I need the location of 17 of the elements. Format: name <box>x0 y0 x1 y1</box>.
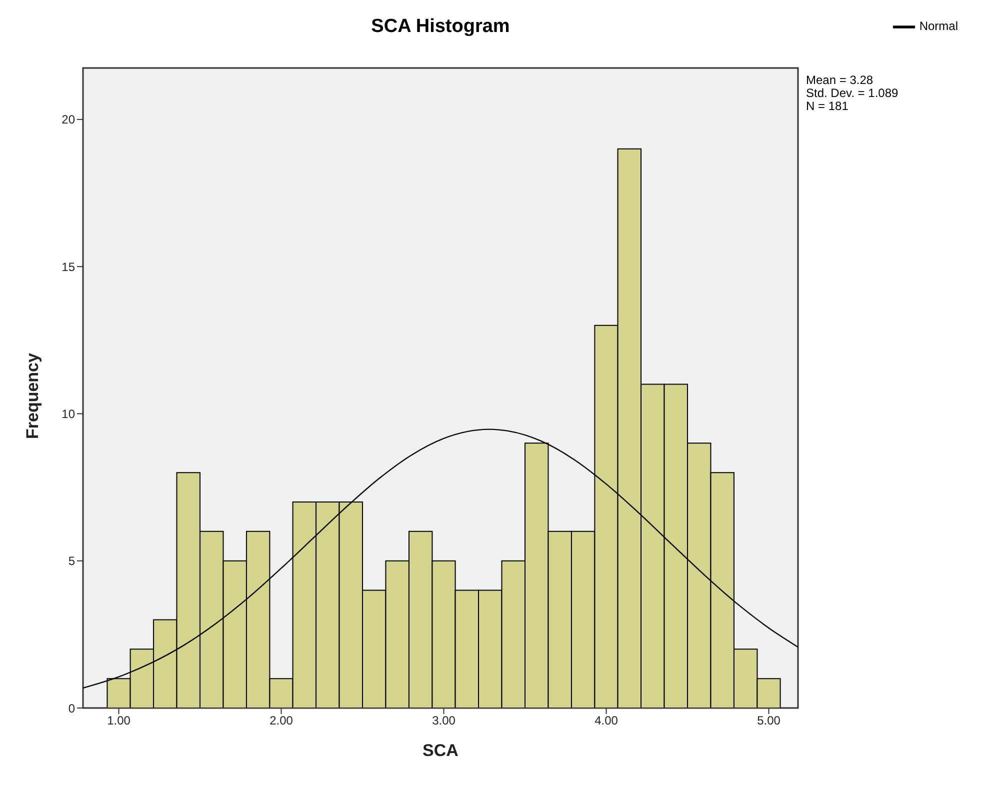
x-axis-title: SCA <box>422 741 458 760</box>
x-tick-label: 4.00 <box>594 714 618 728</box>
x-tick-label: 2.00 <box>270 714 294 728</box>
text: Std. Dev. = 1.089 <box>806 86 898 100</box>
text: N = 181 <box>806 99 850 113</box>
text: Mean = 3.28 <box>806 73 874 87</box>
x-tick-label: 1.00 <box>107 714 131 728</box>
y-tick-label: 0 <box>68 701 76 716</box>
y-axis-title: Frequency <box>23 352 42 439</box>
x-tick-label: 3.00 <box>432 714 456 728</box>
x-tick-label: 5.00 <box>757 714 781 728</box>
chart-title: SCA Histogram <box>370 16 511 38</box>
y-tick-label: 10 <box>62 406 76 421</box>
legend-label: Normal <box>919 19 958 34</box>
y-tick-label: 5 <box>68 554 76 568</box>
y-tick-label: 15 <box>62 260 76 274</box>
y-tick-label: 20 <box>62 112 76 127</box>
